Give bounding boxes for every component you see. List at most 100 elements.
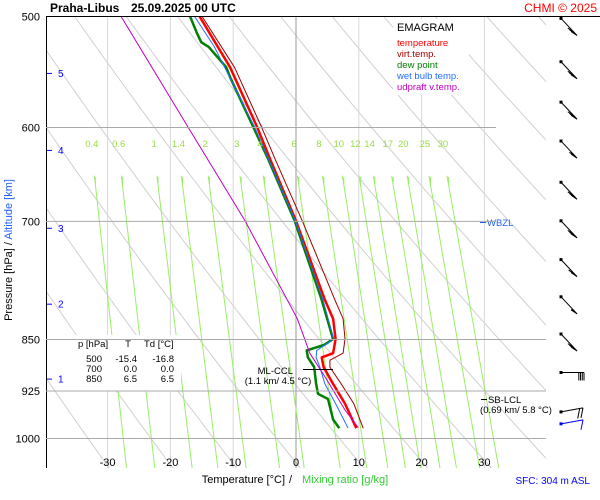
wbzl-label: WBZL bbox=[487, 218, 513, 229]
pressure-tick-label: 500 bbox=[22, 12, 40, 24]
mixing-ratio-label: 0.6 bbox=[112, 139, 125, 150]
y-axis-separator: / bbox=[3, 240, 15, 249]
legend-updraft: udpraft v.temp. bbox=[397, 82, 460, 93]
table-cell: 0.0 bbox=[161, 364, 174, 375]
dry-adiabat bbox=[176, 16, 546, 459]
barb-feather bbox=[567, 70, 575, 76]
barb-feather bbox=[567, 230, 575, 235]
barb-feather bbox=[571, 308, 575, 312]
barb-feather bbox=[567, 111, 575, 117]
dry-adiabat bbox=[46, 206, 238, 468]
temperature-tick-label: 10 bbox=[353, 457, 365, 469]
barb-feather bbox=[570, 233, 578, 239]
mixing-ratio-label: 10 bbox=[334, 139, 345, 150]
table-cell: -15.4 bbox=[115, 354, 137, 365]
barb-feather bbox=[568, 269, 575, 275]
mixing-ratio-label: 8 bbox=[316, 139, 321, 150]
barb-feather bbox=[567, 343, 575, 349]
dry-adiabat bbox=[125, 16, 493, 468]
dry-adiabat bbox=[434, 16, 546, 141]
altitude-tick-label: 4 bbox=[58, 146, 64, 157]
table-cell: 500 bbox=[86, 354, 102, 365]
dry-adiabat bbox=[46, 49, 365, 468]
temperature-tick-label: -30 bbox=[100, 457, 116, 469]
copyright: CHMI © 2025 bbox=[524, 1, 597, 15]
mixing-ratio-line bbox=[358, 175, 406, 468]
table-header-td: Td [°C] bbox=[144, 339, 174, 350]
mixing-ratio-label: 3 bbox=[234, 139, 239, 150]
barb-feather bbox=[570, 152, 575, 156]
profile-wet-bulb-temp bbox=[193, 16, 349, 429]
mixing-ratio-line bbox=[156, 175, 193, 468]
x-axis-separator: / bbox=[289, 474, 293, 486]
profile-virt-temp bbox=[201, 16, 364, 429]
mixing-ratio-line bbox=[372, 175, 422, 468]
dry-adiabat bbox=[228, 16, 546, 392]
surface-elevation: SFC: 304 m ASL bbox=[516, 476, 591, 487]
mixing-ratio-line bbox=[120, 175, 156, 468]
temperature-tick-label: -10 bbox=[225, 457, 241, 469]
legend-temperature: temperature bbox=[397, 38, 448, 49]
dry-adiabat bbox=[46, 290, 174, 468]
mixing-ratio-label: 20 bbox=[398, 139, 409, 150]
profile-temperature bbox=[198, 16, 358, 429]
legend-virt-temp: virt.temp. bbox=[397, 49, 436, 60]
barb-feather bbox=[580, 419, 584, 430]
mixing-ratio-line bbox=[239, 175, 281, 468]
wind-barb bbox=[559, 332, 578, 352]
wind-barb bbox=[559, 180, 578, 200]
mixing-ratio-label: 12 bbox=[350, 139, 361, 150]
altitude-tick-label: 2 bbox=[58, 300, 64, 311]
temperature-tick-label: -20 bbox=[162, 457, 178, 469]
dry-adiabat bbox=[46, 377, 110, 468]
wind-barb bbox=[559, 258, 578, 278]
pressure-tick-label: 925 bbox=[22, 386, 40, 398]
level-table: p [hPa] T Td [°C] 500 -15.4 -16.8 700 0.… bbox=[74, 335, 181, 391]
barb-feather bbox=[569, 231, 576, 237]
legend: EMAGRAM temperature virt.temp. dew point… bbox=[393, 19, 469, 95]
mixing-ratio-label: 4 bbox=[257, 139, 262, 150]
pressure-tick-label: 1000 bbox=[16, 434, 40, 446]
table-cell: 6.5 bbox=[124, 374, 137, 385]
mixing-ratio-line bbox=[93, 175, 127, 468]
dry-adiabat bbox=[73, 16, 429, 468]
barb-feather bbox=[567, 27, 575, 33]
mixing-ratio-label: 30 bbox=[438, 139, 449, 150]
profile-dew-point bbox=[188, 16, 341, 429]
table-header-p: p [hPa] bbox=[78, 339, 108, 350]
wind-barb bbox=[559, 100, 578, 120]
dry-adiabat bbox=[279, 16, 546, 326]
dry-adiabat bbox=[537, 16, 546, 26]
barb-feather bbox=[570, 74, 578, 80]
mixing-ratio-line bbox=[262, 175, 305, 468]
wind-barbs bbox=[559, 16, 585, 430]
mixing-ratio-line bbox=[446, 175, 500, 468]
barb-feather bbox=[569, 113, 576, 118]
sounding-datetime: 25.09.2025 00 UTC bbox=[131, 1, 236, 15]
barb-feather bbox=[569, 151, 576, 157]
mixing-ratio-label: 6 bbox=[291, 139, 296, 150]
barb-feather bbox=[570, 309, 578, 315]
altitude-tick-label: 5 bbox=[58, 69, 64, 80]
pressure-tick-label: 700 bbox=[22, 216, 40, 228]
y-axis-label-pressure: Pressure [hPa] bbox=[3, 248, 15, 321]
x-axis-label: Temperature [°C] bbox=[202, 474, 285, 486]
dry-adiabat bbox=[46, 126, 301, 468]
ml-ccl-label: ML-CCL bbox=[258, 366, 293, 377]
mixing-ratio-label: 0.4 bbox=[85, 139, 98, 150]
table-cell: 6.5 bbox=[161, 374, 174, 385]
barb-feather bbox=[569, 344, 576, 350]
barb-feather bbox=[569, 72, 576, 78]
wind-barb bbox=[559, 60, 578, 80]
wind-barb bbox=[559, 16, 578, 36]
mixing-ratio-label: 14 bbox=[364, 139, 375, 150]
dry-adiabat bbox=[331, 16, 546, 263]
barb-feather bbox=[580, 407, 584, 418]
axes: 0.4 0.6 1 1.4 2 3 4 6 8 10 12 14 17 20 25 3050060070085… bbox=[16, 12, 546, 469]
sb-lcl-label: SB-LCL bbox=[488, 395, 521, 406]
temperature-tick-label: 30 bbox=[478, 457, 490, 469]
barb-feather bbox=[570, 194, 578, 200]
table-cell: 850 bbox=[86, 374, 102, 385]
barb-feather bbox=[570, 346, 578, 352]
